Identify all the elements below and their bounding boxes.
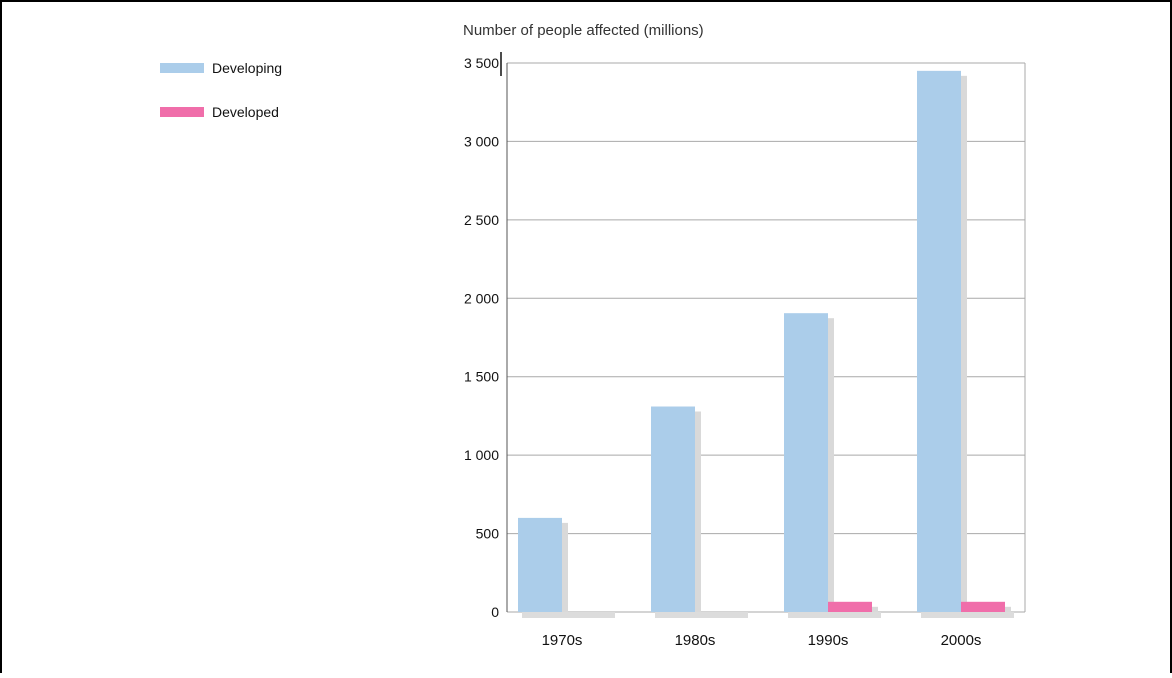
bar-developing-2000s [917,70,961,613]
bar-shadow-base [921,612,1014,618]
y-tick-label: 3 000 [464,133,499,149]
x-tick-label: 1980s [675,632,716,649]
legend-swatch-developed [160,107,204,117]
legend-label-developed: Developed [212,104,279,120]
legend-swatch-developing [160,63,204,73]
legend: Developing Developed [160,60,282,120]
bar-shadow [695,411,701,612]
x-tick-label: 1990s [808,632,849,649]
bar-developing-1980s [651,406,695,612]
bar-shadow [828,318,834,612]
bar-developed-2000s [961,601,1005,612]
y-tick-label: 0 [491,604,499,620]
bar-shadow [562,522,568,612]
bar-developing-1970s [518,517,562,612]
bar-developing-1990s [784,313,828,612]
y-tick-label: 500 [476,526,500,542]
x-tick-label: 2000s [941,632,982,649]
bar-shadow [872,606,878,612]
plot-area: 0 500 1 000 1 500 2 000 2 500 3 000 3 500 1970s 1… [464,52,1026,649]
bar-developed-1990s [828,601,872,612]
bar-shadow [961,75,967,613]
bar-shadow-base [655,612,748,618]
x-tick-label: 1970s [542,632,583,649]
y-tick-label: 2 500 [464,212,499,228]
bar-shadow [1005,606,1011,612]
bar-shadow-base [788,612,881,618]
y-tick-label: 1 000 [464,447,499,463]
legend-label-developing: Developing [212,60,282,76]
y-axis-label: Number of people affected (millions) [463,22,704,39]
bar-shadow-base [522,612,615,618]
y-tick-label: 1 500 [464,369,499,385]
y-tick-label: 2 000 [464,290,499,306]
y-tick-label: 3 500 [464,55,499,71]
